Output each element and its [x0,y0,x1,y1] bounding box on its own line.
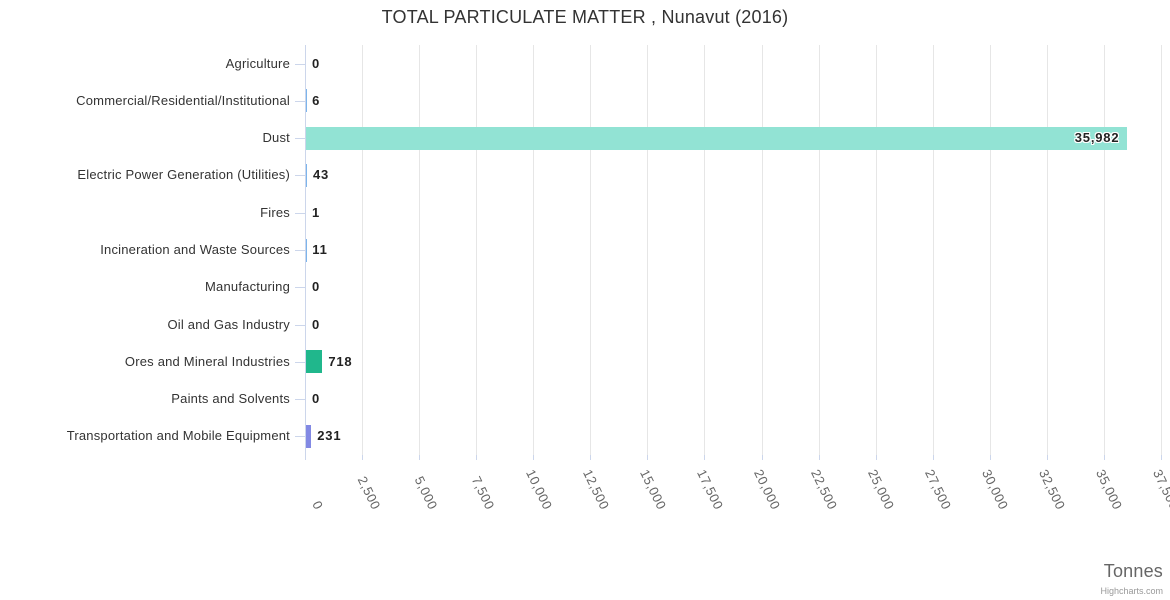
value-label-oil-and-gas-industry: 0 [312,316,321,332]
value-axis-tick [932,455,934,460]
value-gridline [932,45,934,455]
category-axis-tick [295,100,305,102]
value-axis-tick [1046,455,1048,460]
category-axis-tick [295,324,305,326]
category-label-incineration-and-waste-sources: Incineration and Waste Sources [100,242,290,257]
bar-dust[interactable] [306,126,1128,150]
value-gridline [476,45,478,455]
value-tick-label: 32,500 [1036,466,1069,512]
category-axis-tick [295,436,305,438]
value-axis-tick [305,455,306,460]
category-label-transportation-and-mobile-equipment: Transportation and Mobile Equipment [66,428,290,444]
category-axis-tick [295,287,305,289]
category-axis-tick [295,250,305,251]
value-axis-tick [362,455,364,460]
category-label-agriculture: Agriculture [225,55,290,71]
value-gridline [989,45,991,455]
value-tick-label: 22,500 [807,466,841,512]
value-label-fires: 1 [312,204,321,220]
chart-title: TOTAL PARTICULATE MATTER , Nunavut (2016… [381,7,789,27]
value-gridline [647,45,649,455]
value-gridline [533,45,535,455]
value-axis-tick [1103,455,1105,460]
value-tick-label: 2,500 [354,473,384,512]
value-gridline [1161,45,1162,455]
value-axis-tick [704,455,706,460]
value-gridline [761,45,763,455]
category-axis-tick [295,63,305,65]
value-gridline [704,45,706,455]
value-label-manufacturing: 0 [312,279,321,295]
value-label-dust: 35,982 [1074,130,1120,146]
value-tick-label: 25,000 [864,466,898,512]
value-tick-label: 10,000 [522,466,555,512]
value-axis-tick [590,455,592,460]
category-label-electric-power-generation-utilities: Electric Power Generation (Utilities) [77,167,290,183]
x-axis-title: Tonnes [1103,561,1163,581]
value-tick-label: 5,000 [411,473,441,512]
category-label-dust: Dust [262,130,290,146]
value-gridline [818,45,820,455]
value-axis-tick [1161,455,1162,460]
value-gridline [1046,45,1048,455]
value-axis-tick [419,455,421,460]
value-tick-label: 20,000 [750,466,783,512]
category-axis-tick [295,175,305,177]
value-axis-tick [875,455,877,460]
value-tick-label: 35,000 [1093,466,1126,512]
category-label-fires: Fires [260,204,290,220]
value-label-electric-power-generation-utilities: 43 [312,167,330,183]
value-tick-label: 30,000 [979,466,1012,512]
value-axis-tick [647,455,649,460]
value-label-incineration-and-waste-sources: 11 [312,242,328,257]
category-axis-tick [295,361,305,363]
value-axis-tick [533,455,535,460]
value-label-ores-and-mineral-industries: 718 [328,353,353,369]
value-label-commercial-residential-institutional: 6 [312,92,321,108]
category-label-oil-and-gas-industry: Oil and Gas Industry [167,316,290,332]
value-gridline [1103,45,1105,455]
value-tick-label: 15,000 [636,466,669,512]
category-label-manufacturing: Manufacturing [205,279,290,295]
highcharts-credit-link[interactable]: Highcharts.com [1100,586,1163,596]
category-label-commercial-residential-institutional: Commercial/Residential/Institutional [76,92,290,108]
value-tick-label: 0 [309,498,327,512]
category-axis-tick [295,212,305,214]
value-tick-label: 12,500 [579,466,612,512]
value-gridline [419,45,421,455]
value-label-transportation-and-mobile-equipment: 231 [317,428,342,444]
bar-electric-power-generation-utilities[interactable] [306,163,307,187]
value-tick-label: 37,500 [1150,466,1170,512]
bar-ores-and-mineral-industries[interactable] [306,350,323,374]
value-gridline [362,45,364,455]
category-label-ores-and-mineral-industries: Ores and Mineral Industries [124,353,290,369]
value-label-agriculture: 0 [312,55,321,71]
value-axis-tick [476,455,478,460]
value-tick-label: 7,500 [468,473,498,512]
value-gridline [590,45,592,455]
value-axis-tick [761,455,763,460]
category-label-paints-and-solvents: Paints and Solvents [171,391,290,407]
category-axis-line [305,45,306,455]
category-axis-tick [295,399,305,401]
category-axis-tick [295,138,305,140]
bar-transportation-and-mobile-equipment[interactable] [306,424,312,448]
value-axis-tick [818,455,820,460]
value-tick-label: 17,500 [693,466,726,512]
value-tick-label: 27,500 [921,466,955,512]
value-axis-tick [989,455,991,460]
value-gridline [875,45,877,455]
value-label-paints-and-solvents: 0 [312,391,321,407]
